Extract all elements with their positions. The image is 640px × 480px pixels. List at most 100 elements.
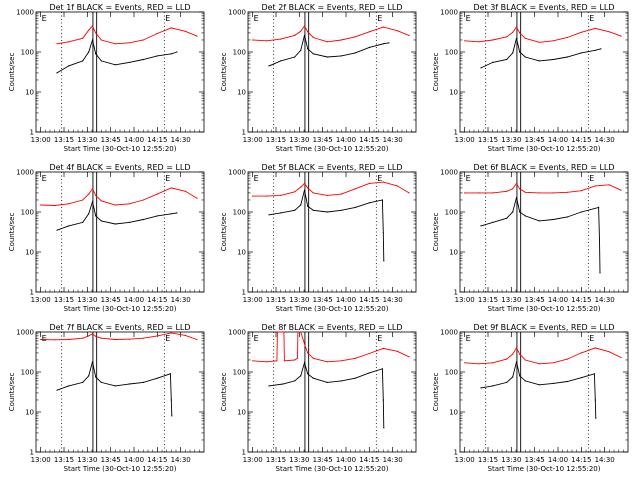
x-tick-label: 14:00 bbox=[336, 456, 356, 464]
events-data-point bbox=[68, 385, 70, 387]
events-data-point bbox=[114, 385, 116, 387]
events-data-point bbox=[282, 383, 284, 385]
lld-data-point bbox=[303, 25, 306, 27]
x-tick-label: 13:45 bbox=[525, 136, 545, 144]
events-data-point bbox=[142, 58, 144, 61]
lld-data-point bbox=[294, 34, 296, 37]
lld-data-point bbox=[95, 194, 97, 196]
x-tick-label: 14:00 bbox=[548, 456, 568, 464]
events-data-point bbox=[600, 48, 602, 50]
events-data-point bbox=[268, 65, 270, 67]
marker-label: E bbox=[377, 334, 382, 343]
lld-data-point bbox=[524, 359, 526, 361]
events-data-point bbox=[82, 381, 84, 383]
lld-data-point bbox=[354, 36, 356, 38]
x-tick-label: 13:45 bbox=[101, 456, 121, 464]
panel-title: Det 4f BLACK = Events, RED = LLD bbox=[49, 163, 190, 172]
x-axis-label: Start Time (30-Oct-10 12:55:20) bbox=[276, 305, 389, 313]
lld-data-point bbox=[478, 192, 480, 194]
lld-data-point bbox=[283, 331, 285, 333]
lld-data-point bbox=[54, 204, 56, 207]
lld-data-point bbox=[382, 181, 384, 183]
x-axis-label: Start Time (30-Oct-10 12:55:20) bbox=[64, 145, 177, 153]
plot-frame bbox=[247, 11, 417, 133]
y-tick-label: 1000 bbox=[228, 169, 246, 177]
lld-data-point bbox=[88, 335, 90, 337]
lld-data-point bbox=[382, 347, 384, 349]
panel-det-9: Det 9f BLACK = Events, RED = LLD 1 10 100 10… bbox=[432, 323, 629, 473]
panel-title: Det 6f BLACK = Events, RED = LLD bbox=[473, 163, 614, 172]
lld-data-point bbox=[128, 203, 130, 205]
x-tick-label: 13:00 bbox=[243, 456, 263, 464]
marker-label: E bbox=[254, 174, 259, 183]
events-data-point bbox=[524, 380, 526, 382]
y-tick-label: 100 bbox=[21, 209, 34, 217]
lld-data-point bbox=[368, 182, 370, 184]
lld-data-point bbox=[312, 357, 314, 359]
x-tick-label: 13:15 bbox=[266, 136, 286, 144]
events-series-line bbox=[268, 190, 385, 261]
y-tick-label: 1000 bbox=[440, 329, 458, 337]
events-data-point bbox=[506, 58, 508, 61]
events-data-point bbox=[100, 381, 102, 383]
events-data-point bbox=[268, 385, 270, 387]
lld-data-point bbox=[266, 40, 268, 42]
panel-det-3: Det 3f BLACK = Events, RED = LLD 1 10 100 10… bbox=[432, 3, 629, 153]
events-data-point bbox=[170, 53, 172, 55]
lld-data-point bbox=[307, 352, 309, 354]
events-data-point bbox=[381, 368, 383, 370]
y-tick-label: 1 bbox=[30, 449, 34, 457]
y-tick-label: 1 bbox=[454, 129, 458, 137]
y-axis-label: Counts/sec bbox=[8, 53, 16, 92]
events-data-point bbox=[280, 60, 282, 62]
y-tick-label: 1000 bbox=[228, 329, 246, 337]
lld-data-point bbox=[512, 31, 514, 33]
lld-data-point bbox=[340, 193, 342, 195]
lld-data-point bbox=[276, 360, 278, 362]
events-data-point bbox=[340, 380, 342, 382]
lld-data-point bbox=[515, 26, 518, 28]
lld-data-point bbox=[580, 352, 582, 354]
x-tick-label: 14:00 bbox=[548, 296, 568, 304]
lld-series-line bbox=[464, 346, 622, 365]
lld-data-point bbox=[156, 335, 158, 337]
lld-data-point bbox=[382, 26, 384, 28]
x-tick-label: 14:15 bbox=[571, 136, 591, 144]
events-data-point bbox=[566, 216, 568, 218]
events-data-point bbox=[480, 387, 482, 389]
panel-title: Det 3f BLACK = Events, RED = LLD bbox=[473, 3, 614, 12]
x-tick-label: 13:00 bbox=[31, 456, 51, 464]
lld-data-point bbox=[54, 339, 56, 341]
x-tick-label: 13:00 bbox=[455, 456, 475, 464]
events-data-point bbox=[383, 260, 385, 262]
x-tick-label: 13:00 bbox=[31, 296, 51, 304]
lld-data-point bbox=[307, 187, 309, 189]
y-tick-label: 1 bbox=[30, 289, 34, 297]
events-series-line bbox=[268, 35, 389, 67]
lld-data-point bbox=[524, 37, 526, 39]
lld-data-point bbox=[170, 332, 172, 334]
x-tick-label: 13:00 bbox=[243, 296, 263, 304]
lld-data-point bbox=[608, 351, 610, 353]
x-tick-label: 13:00 bbox=[455, 136, 475, 144]
x-tick-label: 13:45 bbox=[313, 136, 333, 144]
marker-label: E bbox=[466, 174, 471, 183]
lld-data-point bbox=[82, 37, 84, 39]
x-tick-label: 13:30 bbox=[501, 136, 521, 144]
events-data-point bbox=[100, 60, 102, 62]
lld-data-point bbox=[515, 347, 518, 349]
lld-data-point bbox=[283, 360, 285, 362]
events-data-point bbox=[515, 37, 518, 39]
events-data-point bbox=[91, 39, 94, 41]
x-tick-label: 14:15 bbox=[571, 456, 591, 464]
x-tick-label: 14:15 bbox=[147, 296, 167, 304]
events-data-point bbox=[82, 221, 84, 223]
lld-data-point bbox=[478, 363, 480, 365]
lld-data-point bbox=[300, 30, 302, 32]
lld-data-point bbox=[538, 363, 540, 365]
x-axis-label: Start Time (30-Oct-10 12:55:20) bbox=[276, 465, 389, 473]
events-data-point bbox=[512, 376, 514, 378]
events-data-point bbox=[524, 215, 526, 217]
lld-data-point bbox=[396, 185, 398, 187]
y-axis-label: Counts/sec bbox=[220, 373, 228, 412]
